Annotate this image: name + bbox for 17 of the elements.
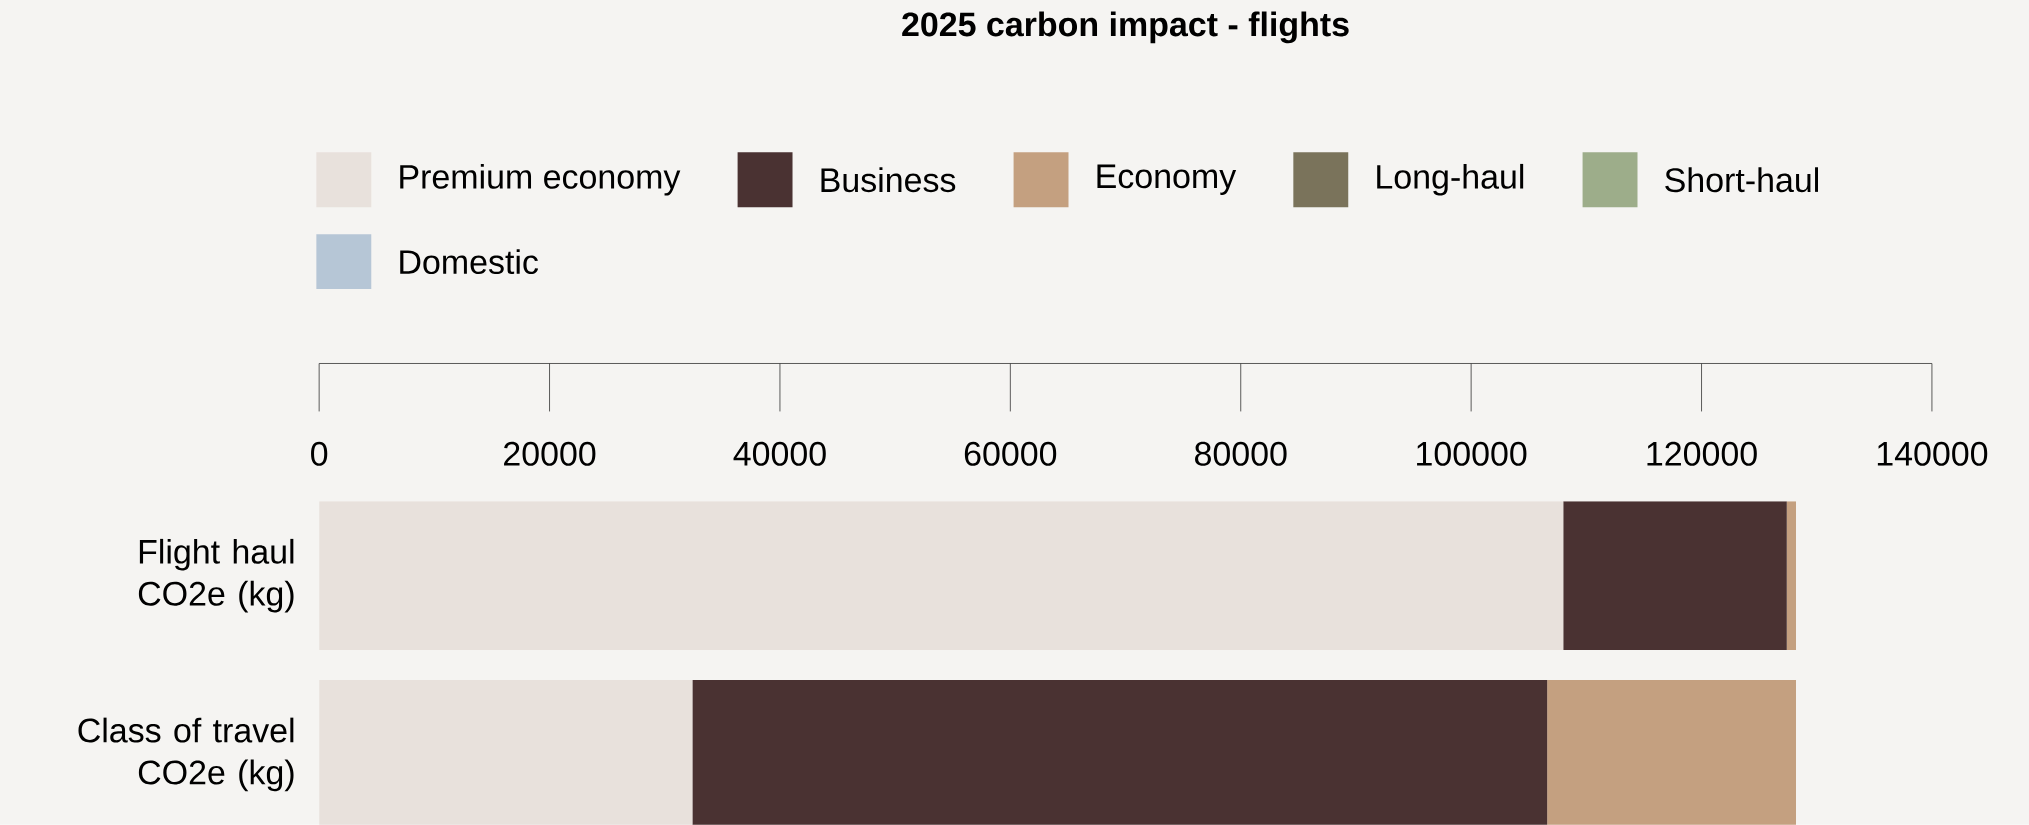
legend-label: Premium economy: [400, 163, 681, 196]
x-tick-label: 120000: [1647, 441, 1757, 466]
x-tick-label: 100000: [1417, 441, 1527, 466]
chart-title: 2025 carbon impact - flights: [902, 11, 1349, 44]
x-tick-label: 40000: [733, 441, 826, 466]
legend-label: Domestic: [400, 249, 539, 275]
legend-label: Long-haul: [1377, 163, 1524, 196]
y-tick-label: Flight haul CO2e (kg): [138, 538, 294, 613]
x-tick-label: 0: [311, 441, 328, 466]
x-tick-label: 20000: [504, 441, 596, 466]
legend-label: Short-haul: [1665, 167, 1819, 193]
x-tick-label: 80000: [1195, 441, 1287, 466]
legend-label: Economy: [1097, 164, 1237, 196]
x-tick-label: 60000: [964, 441, 1057, 466]
legend-label: Business: [821, 167, 956, 193]
x-tick-label: 140000: [1877, 441, 1988, 466]
y-tick-label: Class of travel CO2e (kg): [78, 717, 294, 792]
